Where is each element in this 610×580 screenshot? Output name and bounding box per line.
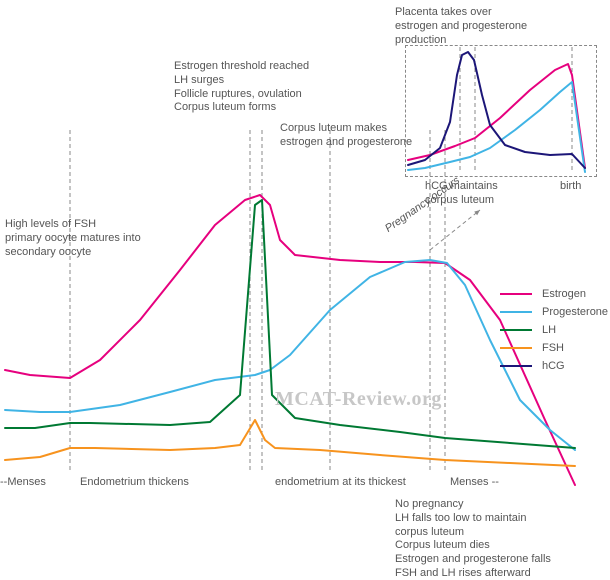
legend-label-fsh: FSH <box>542 342 564 354</box>
annotation-2: Corpus luteum makes estrogen and progest… <box>280 122 412 150</box>
watermark: MCAT-Review.org <box>275 388 442 411</box>
legend-item-lh: LH <box>500 321 608 339</box>
legend-item-hcg: hCG <box>500 357 608 375</box>
annotation-10: No pregnancy LH falls too low to maintai… <box>395 498 551 580</box>
annotation-5: birth <box>560 180 581 194</box>
annotation-8: endometrium at its thickest <box>275 476 406 490</box>
annotation-0: High levels of FSH primary oocyte mature… <box>5 218 141 259</box>
annotation-6: --Menses <box>0 476 46 490</box>
legend-label-progesterone: Progesterone <box>542 306 608 318</box>
legend-swatch-hcg <box>500 365 532 367</box>
series-fsh <box>5 420 575 466</box>
legend-label-lh: LH <box>542 324 556 336</box>
legend-swatch-lh <box>500 329 532 331</box>
legend-swatch-estrogen <box>500 293 532 295</box>
annotation-3: Placenta takes over estrogen and progest… <box>395 6 527 47</box>
annotation-7: Endometrium thickens <box>80 476 189 490</box>
series-progesterone <box>5 260 575 450</box>
legend-swatch-fsh <box>500 347 532 349</box>
legend-label-hcg: hCG <box>542 360 565 372</box>
legend-item-fsh: FSH <box>500 339 608 357</box>
legend-label-estrogen: Estrogen <box>542 288 586 300</box>
inset-box <box>405 45 597 177</box>
legend-item-estrogen: Estrogen <box>500 285 608 303</box>
annotation-1: Estrogen threshold reached LH surges Fol… <box>174 60 309 115</box>
annotation-4: hCG maintains corpus luteum <box>425 180 498 208</box>
pregnancy-arrow-line <box>430 210 480 250</box>
annotation-9: Menses -- <box>450 476 499 490</box>
legend-item-progesterone: Progesterone <box>500 303 608 321</box>
legend-swatch-progesterone <box>500 311 532 313</box>
legend: Estrogen Progesterone LH FSH hCG <box>500 285 608 375</box>
